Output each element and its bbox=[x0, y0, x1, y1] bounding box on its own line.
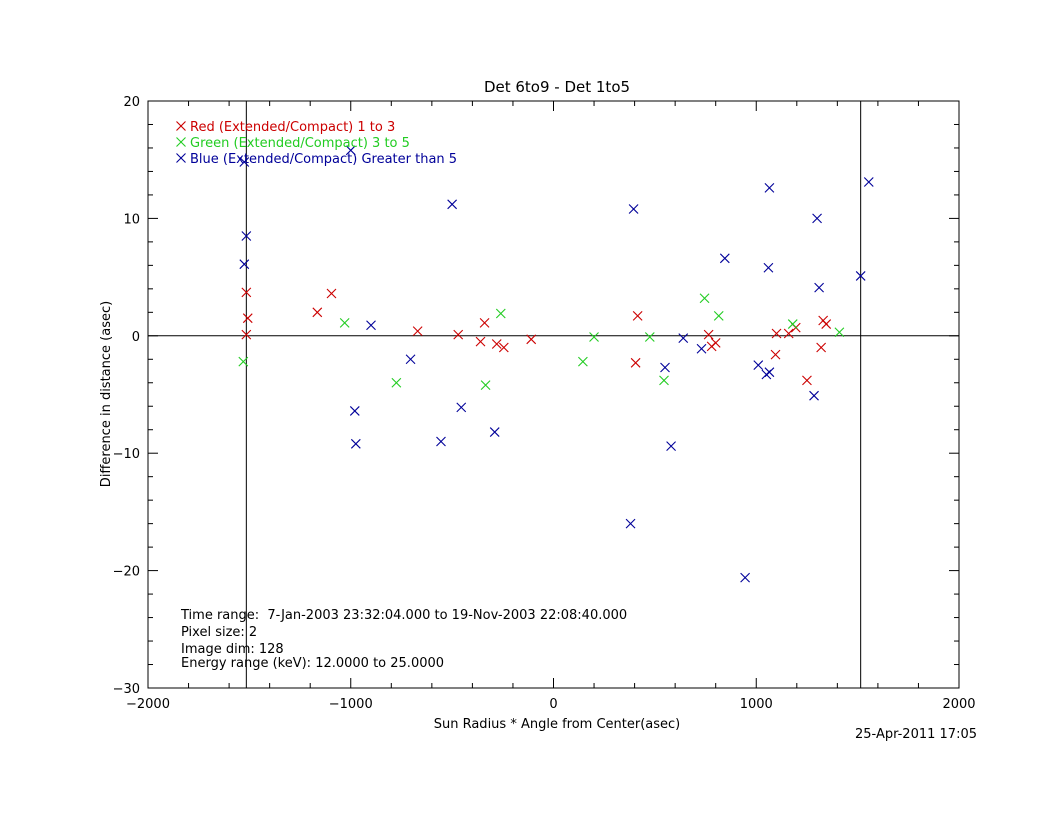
data-point-series-3 bbox=[436, 436, 446, 447]
x-tick-label: 1000 bbox=[740, 697, 773, 712]
data-point-series-3 bbox=[489, 427, 500, 437]
data-point-series-3 bbox=[628, 204, 639, 214]
data-point-series-1 bbox=[802, 375, 812, 386]
data-point-series-3 bbox=[660, 362, 670, 373]
data-point-series-3 bbox=[239, 157, 250, 167]
data-point-series-1 bbox=[498, 342, 509, 353]
data-point-series-1 bbox=[242, 313, 253, 324]
data-point-series-3 bbox=[814, 282, 824, 293]
data-point-series-2 bbox=[713, 310, 724, 321]
data-point-series-1 bbox=[630, 357, 641, 368]
data-point-series-2 bbox=[787, 319, 798, 329]
data-point-series-1 bbox=[475, 336, 486, 347]
data-point-series-2 bbox=[391, 377, 402, 388]
data-point-series-3 bbox=[678, 333, 689, 344]
data-point-series-2 bbox=[834, 327, 845, 338]
data-point-series-2 bbox=[699, 293, 710, 304]
data-point-series-1 bbox=[312, 307, 323, 318]
annotation-pixel-size: Pixel size: 2 bbox=[181, 625, 257, 640]
data-point-series-1 bbox=[783, 328, 794, 339]
data-point-series-2 bbox=[495, 308, 506, 319]
annotation-time-range: Time range: 7-Jan-2003 23:32:04.000 to 1… bbox=[180, 608, 627, 623]
data-point-series-1 bbox=[491, 339, 502, 349]
data-point-series-1 bbox=[770, 349, 781, 360]
data-point-series-3 bbox=[855, 271, 866, 281]
x-axis-label: Sun Radius * Angle from Center(asec) bbox=[434, 717, 681, 732]
data-point-series-3 bbox=[809, 390, 819, 401]
legend-marker-series-1 bbox=[176, 121, 186, 131]
y-axis-label: Difference in distance (asec) bbox=[99, 301, 114, 487]
data-point-series-2 bbox=[339, 317, 350, 328]
data-point-series-1 bbox=[453, 329, 464, 340]
data-point-series-3 bbox=[241, 231, 252, 241]
data-point-series-1 bbox=[821, 319, 832, 329]
data-point-series-1 bbox=[326, 288, 337, 299]
y-tick-label: −30 bbox=[113, 682, 140, 697]
timestamp: 25-Apr-2011 17:05 bbox=[855, 727, 977, 742]
data-point-series-1 bbox=[632, 310, 643, 321]
legend-label-series-1: Red (Extended/Compact) 1 to 3 bbox=[190, 120, 395, 135]
data-point-series-2 bbox=[238, 356, 249, 367]
data-point-series-2 bbox=[578, 356, 588, 367]
y-tick-label: −10 bbox=[113, 447, 140, 462]
data-point-series-3 bbox=[696, 343, 707, 354]
data-point-series-1 bbox=[526, 334, 537, 345]
data-point-series-1 bbox=[703, 329, 714, 340]
data-point-series-1 bbox=[412, 326, 423, 336]
data-point-series-1 bbox=[771, 328, 782, 339]
data-point-series-3 bbox=[666, 441, 676, 452]
data-points bbox=[238, 145, 874, 583]
data-point-series-1 bbox=[710, 337, 721, 348]
data-point-series-3 bbox=[763, 262, 774, 273]
data-point-series-3 bbox=[345, 145, 356, 156]
legend-marker-series-3 bbox=[176, 153, 186, 163]
data-point-series-3 bbox=[405, 354, 416, 365]
y-tick-label: −20 bbox=[113, 565, 140, 580]
annotation-image-dim: Image dim: 128 bbox=[181, 642, 284, 657]
legend-label-series-3: Blue (Extended/Compact) Greater than 5 bbox=[190, 152, 457, 167]
data-point-series-3 bbox=[812, 213, 822, 224]
annotation-energy-range: Energy range (keV): 12.0000 to 25.0000 bbox=[181, 656, 444, 671]
y-tick-label: 10 bbox=[123, 212, 140, 227]
annotation-block: Time range: 7-Jan-2003 23:32:04.000 to 1… bbox=[180, 608, 627, 671]
data-point-series-1 bbox=[816, 342, 827, 353]
data-point-series-3 bbox=[349, 406, 360, 416]
x-tick-label: 0 bbox=[549, 697, 557, 712]
x-tick-label: −2000 bbox=[126, 697, 170, 712]
data-point-series-1 bbox=[479, 317, 490, 328]
data-point-series-3 bbox=[863, 177, 874, 187]
data-point-series-1 bbox=[241, 329, 252, 340]
data-point-series-3 bbox=[447, 199, 458, 210]
legend-marker-series-2 bbox=[176, 137, 186, 147]
reference-lines bbox=[148, 101, 959, 688]
data-point-series-3 bbox=[719, 253, 730, 264]
legend-label-series-2: Green (Extended/Compact) 3 to 5 bbox=[190, 136, 410, 151]
data-point-series-3 bbox=[350, 438, 361, 449]
data-point-series-2 bbox=[644, 332, 655, 342]
data-point-series-2 bbox=[589, 332, 599, 342]
data-point-series-2 bbox=[659, 375, 669, 386]
chart-title: Det 6to9 - Det 1to5 bbox=[484, 78, 630, 96]
data-point-series-3 bbox=[366, 320, 376, 331]
data-point-series-3 bbox=[456, 402, 467, 413]
data-point-series-3 bbox=[753, 360, 764, 371]
data-point-series-3 bbox=[764, 367, 775, 378]
y-tick-label: 0 bbox=[132, 330, 140, 345]
x-tick-label: 2000 bbox=[942, 697, 975, 712]
data-point-series-3 bbox=[764, 182, 775, 193]
data-point-series-3 bbox=[740, 572, 750, 583]
y-tick-label: 20 bbox=[123, 95, 140, 110]
data-point-series-2 bbox=[480, 380, 491, 390]
axes: −2000 −1000 0 1000 2000 −30 −20 −10 0 10 20 bbox=[113, 95, 976, 712]
data-point-series-3 bbox=[239, 259, 250, 270]
x-tick-label: −1000 bbox=[329, 697, 373, 712]
data-point-series-3 bbox=[625, 518, 636, 529]
data-point-series-1 bbox=[241, 287, 252, 298]
